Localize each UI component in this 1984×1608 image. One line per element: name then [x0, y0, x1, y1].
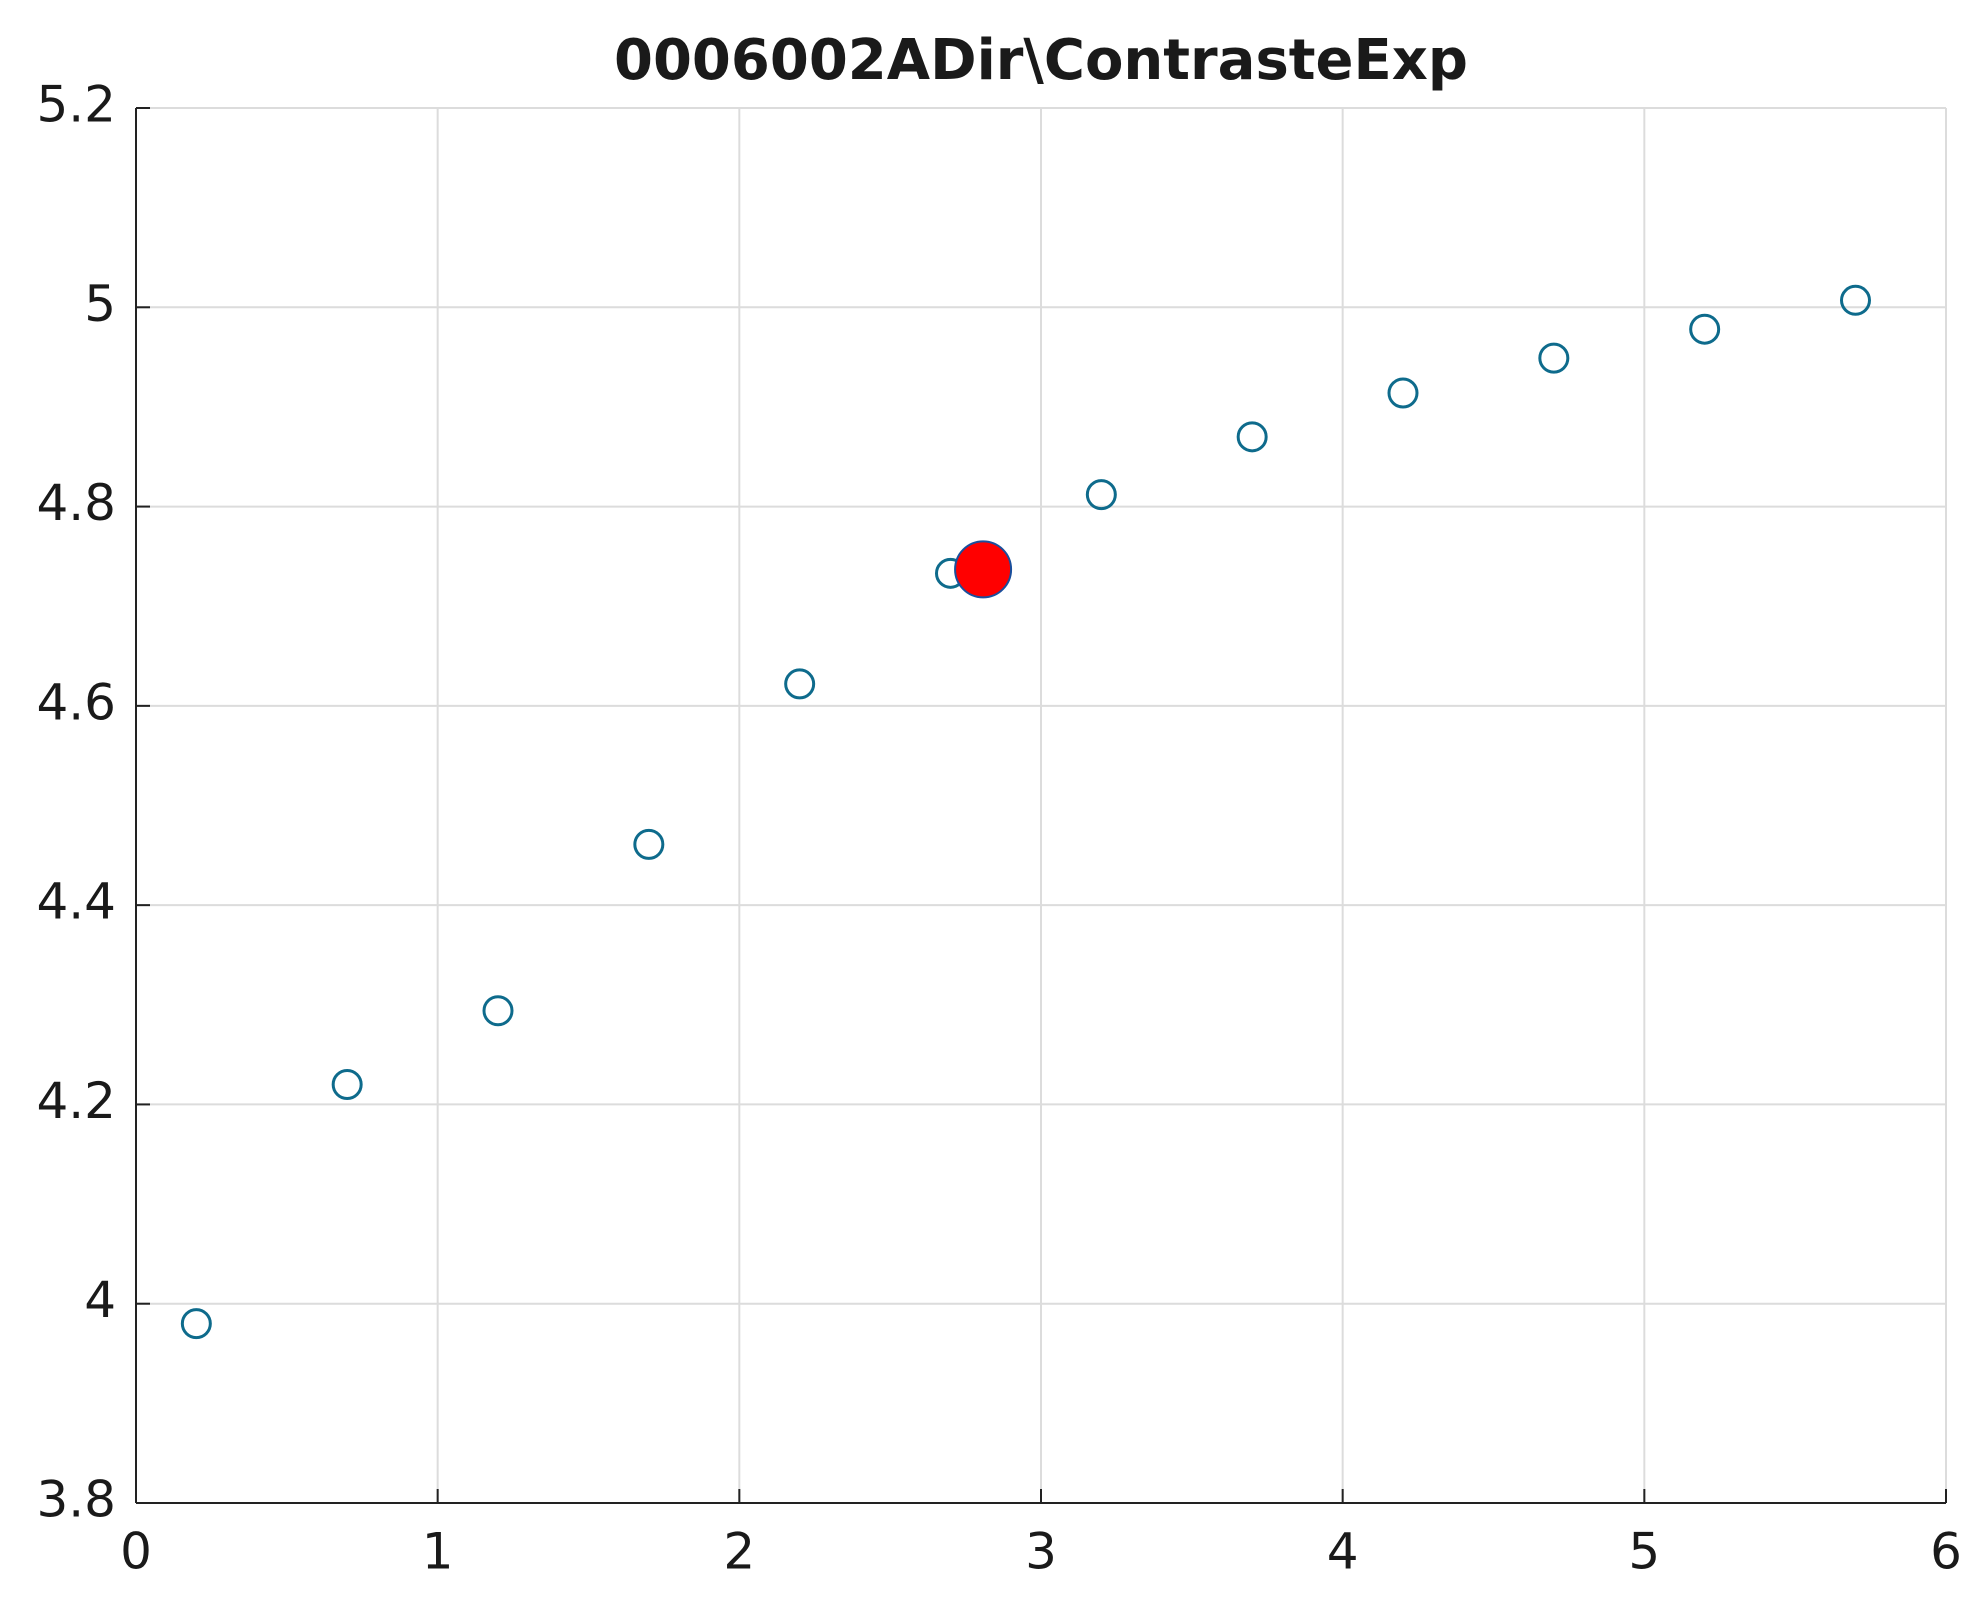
y-tick-label: 4.8	[36, 474, 116, 532]
point	[1840, 284, 1871, 316]
chart-title: 0006002ADir\ContrasteExp	[614, 28, 1468, 93]
y-tick-label: 3.8	[36, 1471, 116, 1529]
x-tick-label: 4	[1327, 1523, 1359, 1581]
x-tick-label: 6	[1930, 1523, 1962, 1581]
x-tick-label: 0	[120, 1523, 152, 1581]
y-tick-label: 4.2	[36, 1072, 116, 1130]
point	[784, 668, 816, 700]
point	[1538, 342, 1570, 374]
point	[633, 828, 665, 860]
y-tick-label: 5.2	[36, 76, 116, 134]
point	[1236, 421, 1268, 453]
x-tick-label: 5	[1628, 1523, 1660, 1581]
point	[1387, 377, 1419, 409]
point	[954, 540, 1013, 599]
x-tick-label: 2	[723, 1523, 755, 1581]
point	[1689, 313, 1721, 345]
y-tick-label: 4.4	[36, 873, 116, 931]
point	[331, 1069, 363, 1100]
y-tick-label: 5	[84, 275, 116, 333]
x-tick-label: 1	[422, 1523, 454, 1581]
y-tick-label: 4.6	[36, 673, 116, 731]
point	[1085, 479, 1117, 511]
x-tick-label: 3	[1025, 1523, 1057, 1581]
point	[180, 1308, 212, 1340]
y-tick-label: 4	[84, 1271, 116, 1329]
point	[482, 995, 514, 1027]
